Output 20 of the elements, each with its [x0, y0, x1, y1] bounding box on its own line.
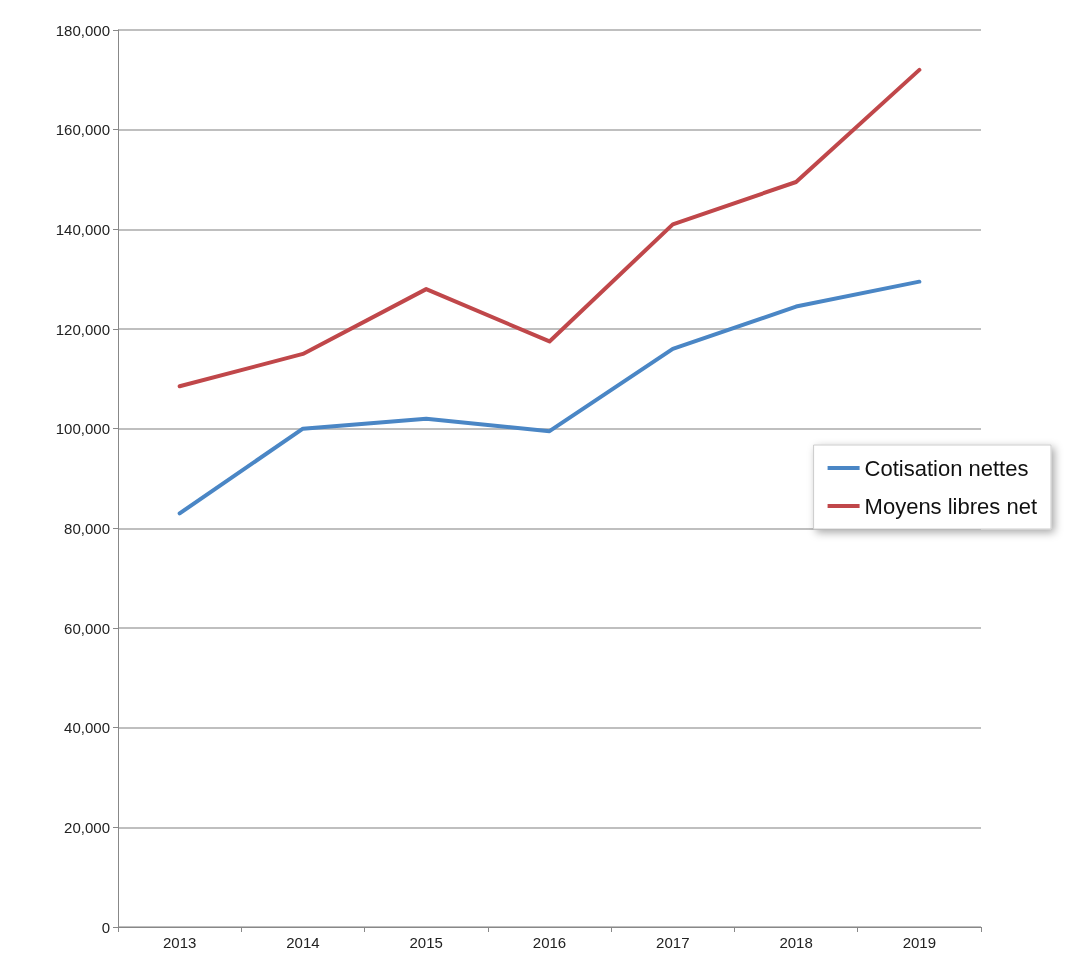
y-tick-label: 60,000	[64, 619, 110, 637]
y-tick-label: 20,000	[64, 818, 110, 836]
y-tick-label: 160,000	[55, 121, 110, 139]
legend-label: Moyens libres net	[864, 493, 1038, 519]
x-tick-label: 2015	[409, 934, 443, 951]
line-series	[177, 67, 922, 389]
x-tick-label: 2013	[162, 934, 197, 951]
x-tick-label: 2014	[286, 934, 320, 951]
y-tick-label: 180,000	[55, 21, 110, 39]
x-tick-label: 2016	[532, 934, 567, 951]
x-tick-label: 2018	[779, 934, 813, 951]
y-tick-label: 120,000	[55, 320, 110, 338]
y-tick-label: 140,000	[55, 220, 110, 238]
x-tick-label: 2017	[656, 934, 690, 951]
x-tick-label: 2019	[902, 934, 937, 951]
y-tick-label: 40,000	[64, 719, 110, 737]
y-tick-label: 100,000	[55, 420, 110, 438]
legend-label: Cotisation nettes	[864, 455, 1029, 481]
y-tick-label: 80,000	[64, 519, 110, 537]
y-tick-label: 0	[101, 918, 110, 936]
